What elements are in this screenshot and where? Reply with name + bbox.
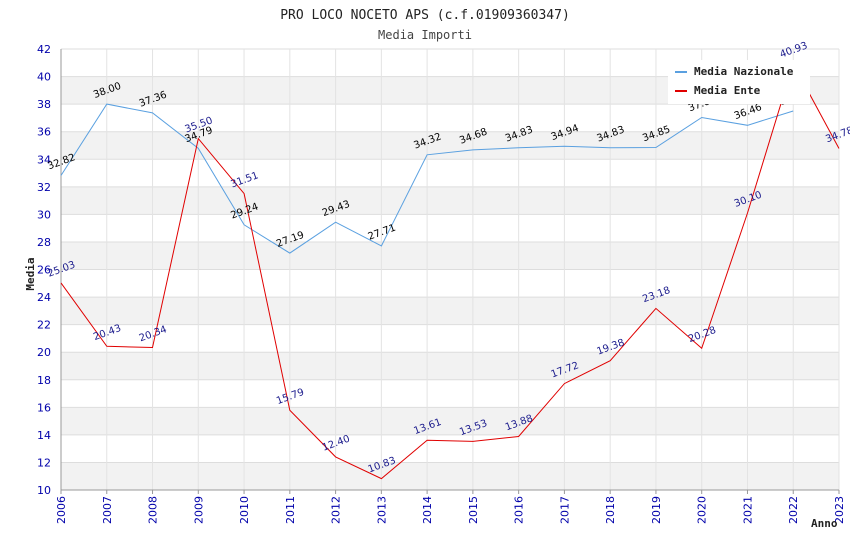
data-label-nazionale: 27.71 xyxy=(367,223,398,243)
y-tick-label: 22 xyxy=(37,319,51,332)
y-tick-label: 18 xyxy=(37,374,51,387)
chart-title: PRO LOCO NOCETO APS (c.f.01909360347) xyxy=(280,8,570,23)
x-tick-label: 2018 xyxy=(604,496,617,524)
x-tick-label: 2011 xyxy=(284,496,297,524)
x-tick-label: 2015 xyxy=(467,496,480,524)
plot-band xyxy=(61,186,839,215)
data-label-ente: 20.43 xyxy=(92,323,123,343)
y-tick-label: 42 xyxy=(37,43,51,56)
series-line-media-ente xyxy=(60,62,840,480)
chart-subtitle: Media Importi xyxy=(378,28,472,42)
x-tick-label: 2013 xyxy=(375,496,388,524)
data-label-ente: 20.28 xyxy=(687,325,718,345)
x-tick-label: 2020 xyxy=(696,496,709,524)
y-tick-label: 10 xyxy=(37,484,51,497)
y-tick-label: 32 xyxy=(37,181,51,194)
y-tick-label: 30 xyxy=(37,208,51,221)
y-axis-label: Media xyxy=(24,257,37,290)
x-tick-label: 2010 xyxy=(238,496,251,524)
y-tick-label: 40 xyxy=(37,71,51,84)
y-tick-label: 28 xyxy=(37,236,51,249)
legend-background xyxy=(668,60,810,104)
y-tick-label: 14 xyxy=(37,429,51,442)
y-tick-label: 38 xyxy=(37,98,51,111)
x-tick-label: 2017 xyxy=(558,496,571,524)
legend-label-ente: Media Ente xyxy=(694,84,761,97)
x-tick-label: 2008 xyxy=(147,496,160,524)
legend-label-nazionale: Media Nazionale xyxy=(694,65,794,78)
data-label-ente: 40.93 xyxy=(778,40,809,60)
axes xyxy=(60,49,840,494)
x-tick-label: 2006 xyxy=(55,496,68,524)
x-tick-labels: 2006 2007 2008 2009 2010 2011 2012 2013 2014 2015… xyxy=(55,496,846,524)
x-tick-label: 2016 xyxy=(513,496,526,524)
plot-band xyxy=(61,352,839,380)
series-lines xyxy=(60,62,840,480)
data-label-ente: 15.79 xyxy=(275,387,306,407)
y-tick-label: 20 xyxy=(37,346,51,359)
x-tick-label: 2014 xyxy=(421,496,434,524)
y-tick-labels: 10 12 14 16 18 20 22 24 26 28 30 32 34 36 38 40 42 xyxy=(37,43,51,497)
y-tick-label: 12 xyxy=(37,456,51,469)
x-axis-label: Anno xyxy=(811,517,838,530)
plot-band xyxy=(61,131,839,160)
x-tick-label: 2022 xyxy=(787,496,800,524)
y-tick-label: 24 xyxy=(37,291,51,304)
data-label-ente: 20.34 xyxy=(138,324,169,344)
plot-band xyxy=(61,407,839,435)
legend: Media Nazionale Media Ente xyxy=(668,60,810,104)
gridlines xyxy=(60,48,840,491)
plot-band xyxy=(61,462,839,490)
y-tick-label: 26 xyxy=(37,264,51,277)
series-line-media-nazionale xyxy=(60,103,794,254)
data-label-ente: 12.40 xyxy=(321,434,352,454)
x-tick-label: 2012 xyxy=(330,496,343,524)
x-tick-label: 2023 xyxy=(833,496,846,524)
y-tick-label: 16 xyxy=(37,401,51,414)
x-tick-label: 2021 xyxy=(741,496,754,524)
x-tick-label: 2019 xyxy=(650,496,663,524)
y-tick-label: 34 xyxy=(37,153,51,166)
plot-bands xyxy=(61,76,839,490)
x-tick-label: 2009 xyxy=(192,496,205,524)
y-tick-label: 36 xyxy=(37,126,51,139)
plot-band xyxy=(61,241,839,270)
data-label-nazionale: 36.46 xyxy=(733,102,764,122)
plot-band xyxy=(61,297,839,325)
x-tick-label: 2007 xyxy=(101,496,114,524)
